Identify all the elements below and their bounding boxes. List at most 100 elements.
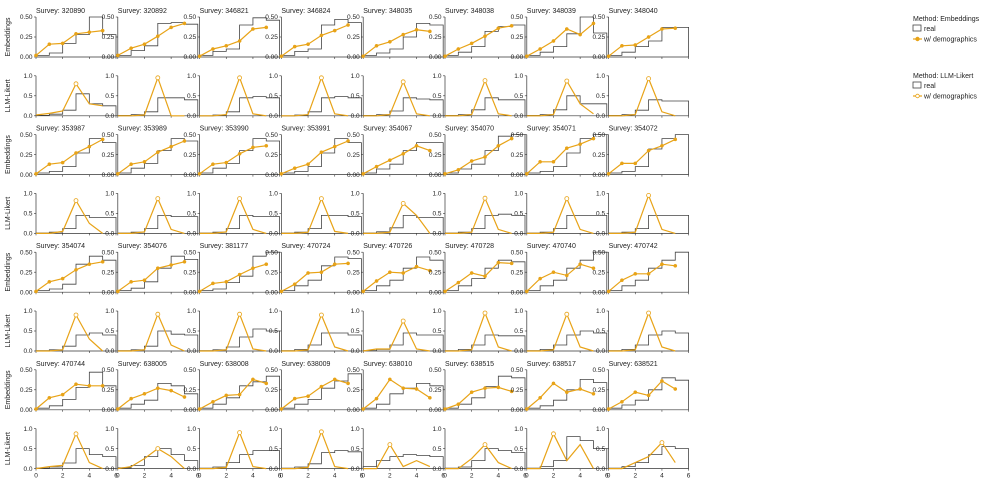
subplot-381177-likert: 0.0 0.5 1.0 [187,308,280,355]
y-tick-label: 0.25 [511,269,524,276]
demographics-point [456,402,461,407]
y-tick-label: 0.5 [514,328,523,335]
y-tick-label: 0.00 [102,54,115,61]
y-tick-label: 0.50 [592,14,605,21]
y-tick-label: 0.5 [514,211,523,218]
demographics-point [47,42,52,47]
y-tick-label: 0.50 [511,14,524,21]
demographics-line [608,27,676,57]
demographics-point [509,261,514,266]
demographics-point [633,271,638,276]
demographics-line [35,432,103,470]
y-tick-label: 1.0 [269,426,278,433]
y-tick-label: 0.50 [102,249,115,256]
y-tick-label: 0.0 [432,231,441,238]
demographics-point [456,167,461,172]
demographics-line [117,387,185,410]
demographics-point [74,267,78,272]
y-tick-label: 0.5 [596,446,605,453]
demographics-point [197,171,202,176]
demographics-line [608,441,676,470]
demographics-point [414,143,419,148]
survey-title: Survey: 320890 [36,8,85,15]
x-tick-label: 4 [251,473,255,480]
y-tick-label: 0.50 [592,249,605,256]
subplot-638521-likert: 0.0 0.5 1.0 0 2 4 6 [596,426,691,480]
survey-title: Survey: 353990 [200,126,249,133]
demographics-point [578,387,582,391]
y-tick-label: 0.25 [183,269,196,276]
demographics-point [182,139,187,143]
y-tick-label: 0.00 [592,289,605,296]
y-tick-label: 0.0 [596,113,605,120]
y-tick-label: 1.0 [351,426,360,433]
survey-title: Survey: 320892 [118,8,167,15]
demographics-point [646,271,651,276]
demographics-point [443,407,447,411]
demographics-point [182,21,187,26]
subplot-470744-likert: 0.0 0.5 1.0 0 2 4 6 [23,426,118,480]
subplot-470740-likert: 0.0 0.5 1.0 [514,308,608,355]
demographics-point [129,46,133,51]
real-histogram [444,334,526,351]
subplot-354072-emb: 0.00 0.25 0.50 Survey: 354072 [592,126,689,179]
demographics-line [117,22,185,56]
subplot-638008-likert: 0.0 0.5 1.0 0 2 4 6 [187,426,282,480]
y-tick-label: 0.0 [187,231,196,238]
survey-title: Survey: 348040 [609,8,658,15]
x-tick-label: 4 [169,473,173,480]
y-tick-label: 0.50 [183,367,196,374]
y-tick-label: 1.0 [269,73,278,80]
demographics-point [115,171,120,176]
demographics-point [482,78,488,83]
demographics-point [496,26,501,31]
demographics-point [564,390,569,395]
y-tick-label: 0.0 [351,348,360,355]
row-label: LLM-Likert [5,79,12,112]
demographics-point [251,266,255,271]
x-tick-label: 4 [578,473,582,480]
real-histogram [526,379,608,410]
demographics-point [483,274,487,279]
demographics-point [292,396,297,401]
demographics-line [363,80,430,117]
x-tick-label: 2 [224,473,228,480]
demographics-point [155,196,161,202]
survey-title: Survey: 353989 [118,126,167,133]
real-histogram [199,251,280,293]
demographics-point [169,144,173,149]
demographics-point [551,381,556,386]
demographics-point [155,446,161,452]
x-tick-label: 6 [196,473,200,480]
y-tick-label: 0.00 [102,289,115,296]
y-tick-label: 1.0 [596,191,605,198]
y-tick-label: 0.0 [432,113,441,120]
survey-title: Survey: 354074 [36,243,85,250]
subplot-348039-likert: 0.0 0.5 1.0 [514,73,608,120]
y-tick-label: 0.5 [432,446,441,453]
y-tick-label: 0.0 [432,348,441,355]
y-tick-label: 0.5 [105,93,114,100]
real-histogram [362,332,444,351]
row-label: Embeddings [5,252,12,291]
x-tick-label: 6 [523,473,527,480]
demographics-point [496,260,501,265]
demographics-point [646,393,651,398]
real-histogram [35,255,117,293]
demographics-point [74,382,78,387]
x-tick-label: 6 [278,473,282,480]
y-tick-label: 0.00 [183,54,196,61]
demographics-point [456,47,461,51]
y-tick-label: 0.0 [432,466,441,473]
subplot-354076-likert: 0.0 0.5 1.0 [105,308,199,355]
y-tick-label: 0.50 [347,14,360,21]
y-tick-label: 0.0 [23,348,32,355]
demographics-point [660,27,664,31]
demographics-line [199,145,267,175]
demographics-point [401,386,406,391]
demographics-point [279,289,284,294]
